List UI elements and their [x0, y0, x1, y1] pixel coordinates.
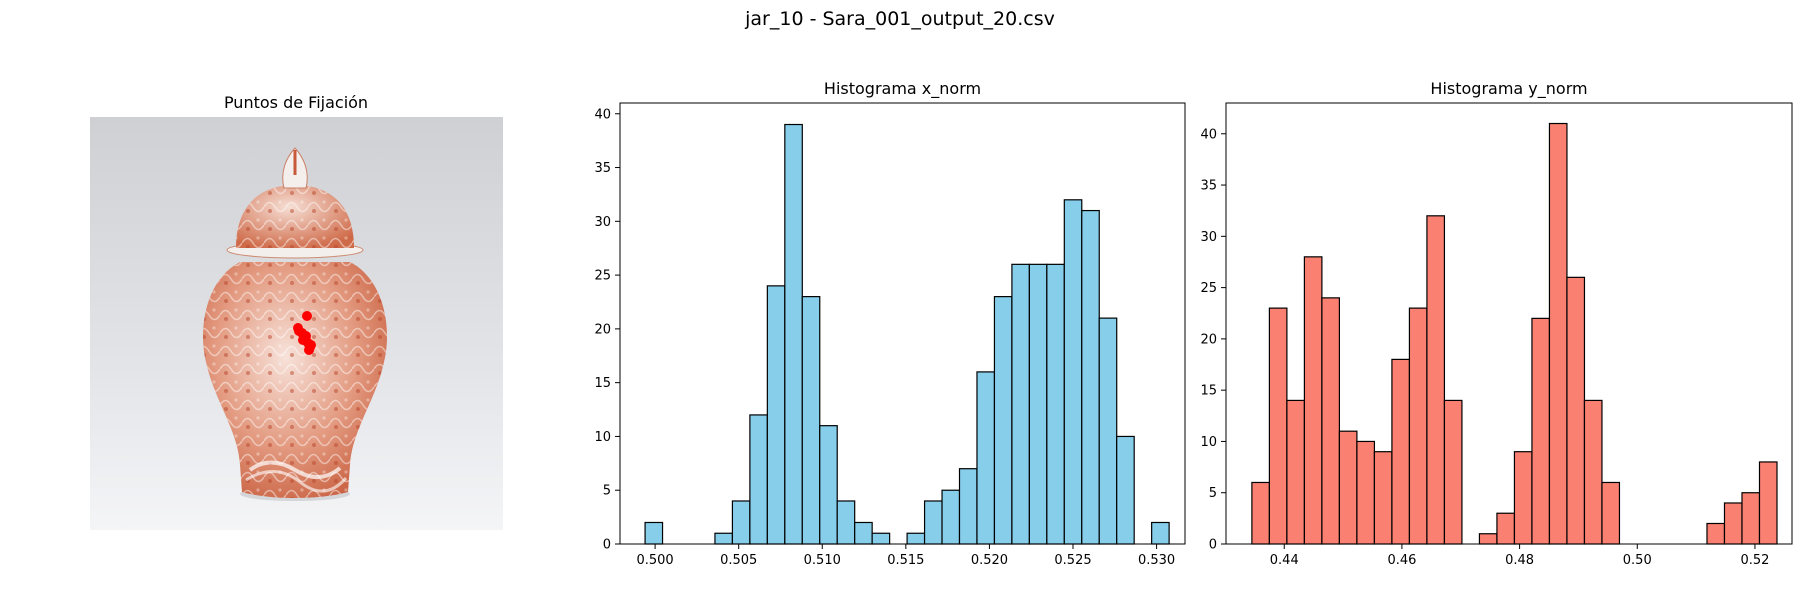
histogram-bar — [836, 500, 856, 545]
x-tick-label: 0.48 — [1505, 553, 1534, 568]
histogram-bar — [1356, 440, 1376, 545]
histogram-bar — [1251, 481, 1270, 545]
histogram-bar — [1706, 522, 1726, 545]
axes-frame — [1225, 102, 1793, 545]
histogram-bar — [1548, 122, 1568, 545]
histogram-bar — [1081, 209, 1100, 545]
figure-suptitle: jar_10 - Sara_001_output_20.csv — [745, 8, 1055, 30]
histogram-bar — [1723, 502, 1743, 545]
histogram-bar — [923, 500, 943, 545]
fixation-point — [294, 326, 304, 336]
image-panel: Puntos de Fijación — [90, 93, 503, 530]
histogram-bar — [1373, 451, 1393, 545]
y-tick-label: 20 — [594, 322, 611, 337]
histogram-bar — [854, 521, 873, 545]
x-tick-label: 0.52 — [1740, 553, 1769, 568]
y-tick-label: 15 — [1200, 384, 1217, 399]
x-tick-label: 0.44 — [1270, 553, 1299, 568]
x-tick-label: 0.505 — [720, 553, 757, 568]
histogram-bar — [1286, 399, 1305, 545]
histogram-bar — [871, 532, 891, 545]
histogram-bar — [1443, 399, 1463, 545]
histogram-bar — [1046, 263, 1065, 545]
histogram-bar — [749, 414, 768, 545]
histogram-bar — [1063, 199, 1083, 545]
histogram-bar — [1151, 521, 1170, 545]
x-tick-label: 0.520 — [971, 553, 1008, 568]
y-tick-label: 35 — [594, 161, 611, 176]
chart-title: Histograma y_norm — [1430, 79, 1587, 99]
histogram-bar — [993, 296, 1013, 545]
histogram-bar — [1426, 215, 1446, 545]
x-tick-label: 0.50 — [1623, 553, 1652, 568]
y-tick-label: 5 — [1209, 486, 1217, 501]
histogram-bar — [958, 468, 978, 545]
histogram-y-norm: Histograma y_norm 0.44 0.46 0.48 0.50 0.52 0 5 1… — [1200, 79, 1793, 568]
y-tick-label: 25 — [594, 269, 611, 284]
chart-title: Histograma x_norm — [824, 79, 981, 99]
histogram-bar — [1116, 435, 1135, 545]
y-tick-label: 0 — [603, 538, 611, 553]
y-tick-label: 15 — [594, 376, 611, 391]
fixation-point — [301, 331, 311, 341]
histogram-bar — [1496, 512, 1516, 545]
histogram-bar — [1321, 297, 1341, 545]
x-tick-label: 0.500 — [636, 553, 673, 568]
histogram-bar — [1566, 276, 1586, 545]
image-panel-title: Puntos de Fijación — [224, 93, 368, 112]
histogram-bar — [1338, 430, 1358, 545]
y-tick-label: 25 — [1200, 281, 1217, 296]
histogram-bar — [731, 500, 751, 545]
y-tick-label: 10 — [1200, 435, 1217, 450]
histogram-bar — [1011, 263, 1030, 545]
y-tick-label: 35 — [1200, 179, 1217, 194]
histogram-bar — [1758, 461, 1778, 545]
histogram-bar — [1028, 263, 1048, 545]
histogram-bar — [906, 532, 926, 545]
histogram-bar — [1601, 481, 1621, 545]
histogram-x-norm: Histograma x_norm 0.500 0.505 0.510 0.515 0.5… — [594, 79, 1186, 568]
y-tick-label: 0 — [1209, 538, 1217, 553]
x-tick-label: 0.510 — [804, 553, 841, 568]
y-tick-label: 10 — [594, 430, 611, 445]
histogram-bar — [766, 285, 786, 545]
histogram-bar — [1513, 451, 1533, 545]
histogram-bar — [714, 532, 734, 545]
histogram-bar — [1583, 399, 1603, 545]
x-tick-label: 0.515 — [887, 553, 924, 568]
y-tick-label: 30 — [1200, 230, 1217, 245]
histogram-bar — [1303, 256, 1323, 545]
y-tick-label: 40 — [1200, 127, 1217, 142]
histogram-bar — [1531, 317, 1551, 545]
histogram-bar — [1478, 533, 1498, 545]
histogram-bar — [819, 425, 838, 545]
y-tick-label: 5 — [603, 484, 611, 499]
y-tick-label: 20 — [1200, 332, 1217, 347]
histogram-bar — [1741, 492, 1761, 545]
x-tick-label: 0.525 — [1054, 553, 1091, 568]
y-tick-label: 30 — [594, 215, 611, 230]
y-tick-label: 40 — [594, 107, 611, 122]
x-tick-label: 0.530 — [1138, 553, 1175, 568]
histogram-bar — [1408, 307, 1428, 545]
fixation-point — [302, 311, 312, 321]
fixation-point — [304, 345, 314, 355]
histogram-bar — [1391, 358, 1411, 545]
histogram-bar — [941, 489, 961, 545]
histogram-bar — [976, 371, 996, 545]
histogram-bar — [1098, 317, 1118, 545]
axes-frame — [619, 102, 1186, 545]
histogram-bar — [784, 123, 803, 545]
histogram-bar — [801, 296, 821, 545]
histogram-bar — [1268, 307, 1288, 545]
histogram-bar — [644, 521, 664, 545]
fixation-points — [293, 311, 316, 355]
x-tick-label: 0.46 — [1387, 553, 1416, 568]
